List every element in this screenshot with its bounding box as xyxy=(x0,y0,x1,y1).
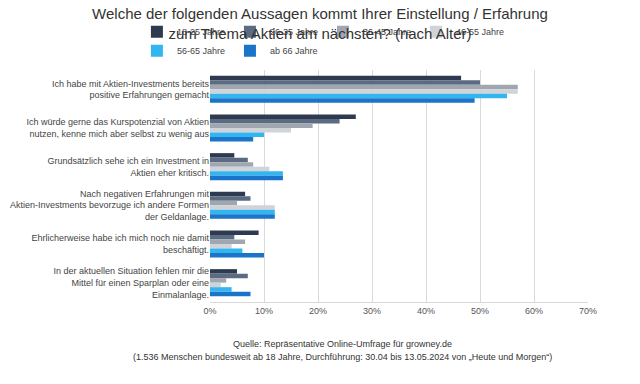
svg-text:Welche der folgenden Aussagen: Welche der folgenden Aussagen kommt Ihre… xyxy=(92,5,548,42)
svg-text:Ich habe mit Aktien-Investment: Ich habe mit Aktien-Investments bereitsp… xyxy=(52,79,210,101)
svg-text:40%: 40% xyxy=(417,306,435,316)
svg-text:ab 66 Jahre: ab 66 Jahre xyxy=(270,46,318,56)
svg-text:26-35 Jahre: 26-35 Jahre xyxy=(270,27,318,37)
svg-text:Ich würde gerne das Kurspotenz: Ich würde gerne das Kurspotenzial von Ak… xyxy=(26,117,209,139)
svg-text:70%: 70% xyxy=(579,306,597,316)
svg-text:Quelle: Repräsentative Online-: Quelle: Repräsentative Online-Umfrage fü… xyxy=(233,339,452,349)
svg-text:60%: 60% xyxy=(525,306,543,316)
svg-text:50%: 50% xyxy=(471,306,489,316)
svg-text:10%: 10% xyxy=(255,306,273,316)
svg-text:Ehrlicherweise habe ich mich n: Ehrlicherweise habe ich mich noch nie da… xyxy=(31,233,209,255)
svg-text:(1.536 Menschen bundesweit ab: (1.536 Menschen bundesweit ab 18 Jahre, … xyxy=(133,352,552,362)
svg-text:18-25 Jahre: 18-25 Jahre xyxy=(177,27,225,37)
svg-text:In der aktuellen Situation feh: In der aktuellen Situation fehlen mir di… xyxy=(53,266,209,299)
svg-text:30%: 30% xyxy=(363,306,381,316)
svg-text:Grundsätzlich sehe ich ein Inv: Grundsätzlich sehe ich ein Investment in… xyxy=(47,156,209,178)
svg-text:20%: 20% xyxy=(309,306,327,316)
svg-text:0%: 0% xyxy=(203,306,216,316)
svg-text:36-45 Jahre: 36-45 Jahre xyxy=(363,27,411,37)
svg-text:Nach negativen Erfahrungen mit: Nach negativen Erfahrungen mitAktien-Inv… xyxy=(10,189,210,222)
svg-text:56-65 Jahre: 56-65 Jahre xyxy=(177,46,225,56)
svg-text:46-55 Jahre: 46-55 Jahre xyxy=(456,27,504,37)
